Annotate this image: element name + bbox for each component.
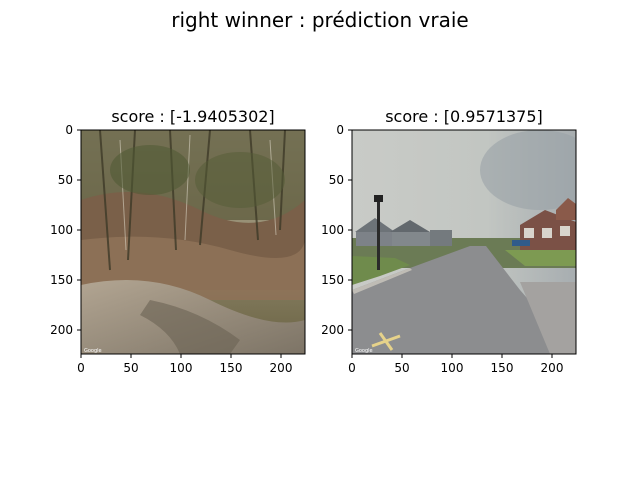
panel-left: Google score : [-1.9405302] 0 50 100 150 200… xyxy=(50,107,306,375)
x-tick-label: 0 xyxy=(77,361,85,375)
street-image: Google xyxy=(352,130,576,354)
forest-image: Google xyxy=(81,130,305,354)
x-tick-label: 0 xyxy=(348,361,356,375)
y-tick-label: 150 xyxy=(321,273,344,287)
y-tick-label: 50 xyxy=(58,173,73,187)
y-tick-label: 200 xyxy=(321,323,344,337)
panel-title-right: score : [0.9571375] xyxy=(385,107,543,126)
x-tick-label: 100 xyxy=(441,361,464,375)
watermark-right: Google xyxy=(355,348,373,354)
axis-ticks-left: 0 50 100 150 200 0 50 100 150 200 xyxy=(50,123,292,375)
axes-frame-right xyxy=(351,129,577,355)
x-tick-label: 50 xyxy=(123,361,138,375)
x-tick-label: 100 xyxy=(170,361,193,375)
y-tick-label: 150 xyxy=(50,273,73,287)
y-tick-label: 100 xyxy=(321,223,344,237)
y-tick-label: 200 xyxy=(50,323,73,337)
y-tick-label: 0 xyxy=(336,123,344,137)
panel-title-left: score : [-1.9405302] xyxy=(111,107,274,126)
axes-frame-left xyxy=(80,129,306,355)
y-tick-label: 100 xyxy=(50,223,73,237)
x-tick-label: 200 xyxy=(541,361,564,375)
x-tick-label: 200 xyxy=(270,361,293,375)
y-tick-label: 0 xyxy=(65,123,73,137)
figure-suptitle: right winner : prédiction vraie xyxy=(171,8,469,32)
panel-right: Google score : [0.9571375] 0 50 100 150 2000… xyxy=(321,107,577,375)
x-tick-label: 50 xyxy=(394,361,409,375)
x-tick-label: 150 xyxy=(220,361,243,375)
watermark-left: Google xyxy=(84,348,102,354)
x-tick-label: 150 xyxy=(491,361,514,375)
y-tick-label: 50 xyxy=(329,173,344,187)
axis-ticks-right: 0 50 100 150 200 0 50 100 150 200 xyxy=(321,123,563,375)
